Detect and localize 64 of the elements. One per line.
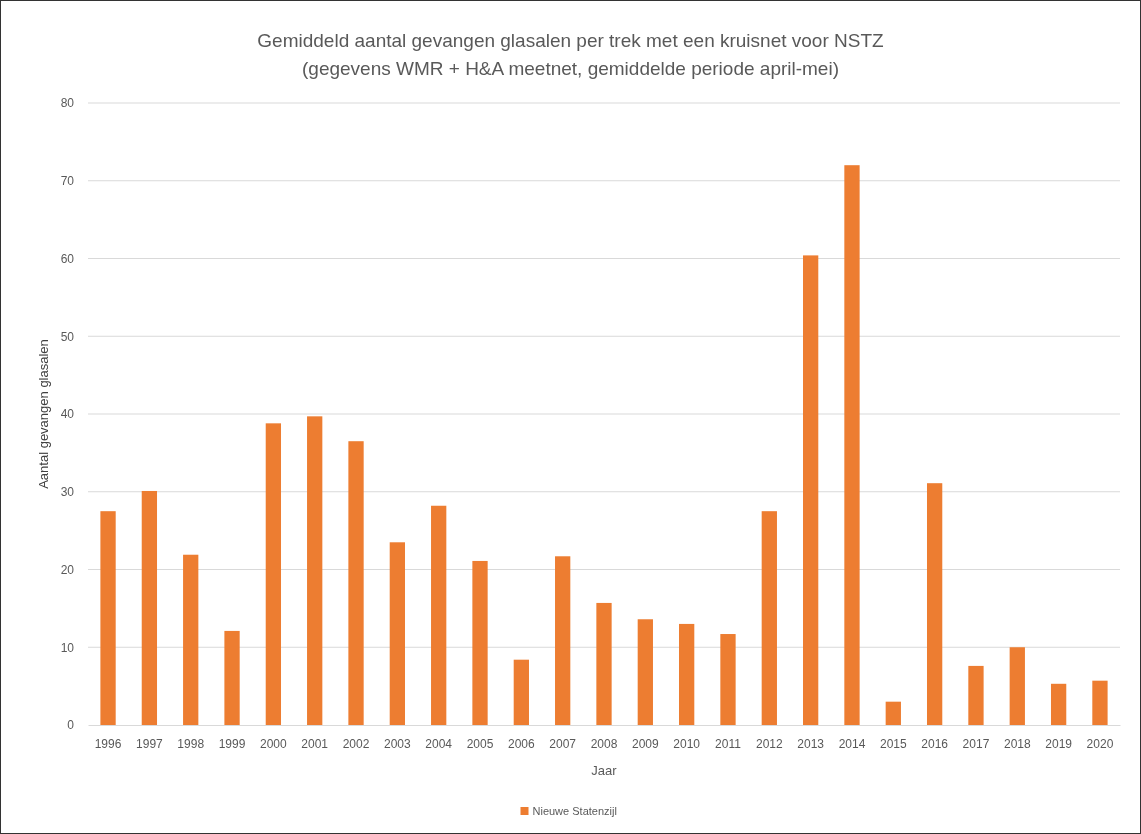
x-tick-label: 1999: [218, 736, 246, 751]
x-tick-label: 2016: [921, 736, 949, 751]
bar: [885, 701, 901, 725]
y-tick-label: 60: [60, 251, 75, 266]
chart-subtitle: (gegevens WMR + H&A meetnet, gemiddelde periode april-mei): [301, 58, 840, 79]
x-tick-label: 2005: [466, 736, 494, 751]
x-tick-label: 2004: [425, 736, 453, 751]
bar: [389, 542, 405, 725]
bar: [224, 630, 240, 725]
bar: [348, 441, 364, 725]
x-tick-label: 2007: [549, 736, 577, 751]
bar: [803, 255, 819, 725]
bar: [637, 619, 653, 725]
legend-label: Nieuwe Statenzijl: [532, 805, 617, 817]
bar: [472, 560, 488, 725]
y-tick-label: 10: [60, 640, 75, 655]
bar: [844, 165, 860, 725]
bar: [1050, 683, 1067, 725]
bar: [307, 416, 323, 725]
x-tick-label: 2019: [1045, 736, 1073, 751]
y-tick-label: 70: [60, 174, 75, 189]
x-tick-label: 2002: [342, 736, 370, 751]
x-tick-label: 1998: [177, 736, 205, 751]
x-tick-label: 2009: [631, 736, 659, 751]
bar: [1092, 680, 1108, 725]
bar: [183, 554, 199, 725]
x-tick-label: 2010: [673, 736, 701, 751]
bar: [761, 511, 777, 725]
bar: [1009, 647, 1025, 725]
x-tick-label: 2020: [1086, 736, 1114, 751]
x-tick-label: 2018: [1003, 736, 1031, 751]
y-tick-label: 20: [60, 562, 75, 577]
y-tick-label: 80: [60, 96, 75, 111]
y-axis-title: Aantal gevangen glasalen: [36, 339, 51, 489]
bar: [926, 483, 943, 725]
x-tick-label: 2012: [755, 736, 783, 751]
x-axis-title: Jaar: [591, 763, 618, 778]
bar: [555, 556, 571, 725]
bar: [720, 634, 736, 725]
x-tick-label: 2013: [797, 736, 825, 751]
x-tick-label: 1996: [94, 736, 122, 751]
bar: [968, 665, 984, 725]
x-tick-label: 1997: [136, 736, 164, 751]
x-tick-label: 2011: [715, 736, 742, 751]
x-tick-label: 2008: [590, 736, 618, 751]
bar: [100, 511, 116, 725]
y-tick-label: 0: [67, 718, 75, 733]
bar: [679, 623, 695, 725]
x-tick-label: 2000: [260, 736, 288, 751]
y-tick-label: 40: [60, 407, 75, 422]
bar: [431, 505, 447, 725]
y-tick-label: 30: [60, 485, 75, 500]
x-tick-label: 2006: [507, 736, 536, 751]
x-tick-label: 2003: [384, 736, 412, 751]
x-tick-label: 2017: [962, 736, 990, 751]
bar: [513, 659, 529, 725]
y-tick-label: 50: [60, 329, 75, 344]
bar: [596, 602, 612, 725]
x-tick-label: 2001: [301, 736, 329, 751]
x-tick-label: 2015: [879, 736, 907, 751]
bar: [265, 423, 282, 725]
chart-title: Gemiddeld aantal gevangen glasalen per trek met een kruisnet voor NSTZ: [257, 30, 885, 51]
bar: [141, 490, 158, 725]
x-tick-label: 2014: [838, 736, 866, 751]
